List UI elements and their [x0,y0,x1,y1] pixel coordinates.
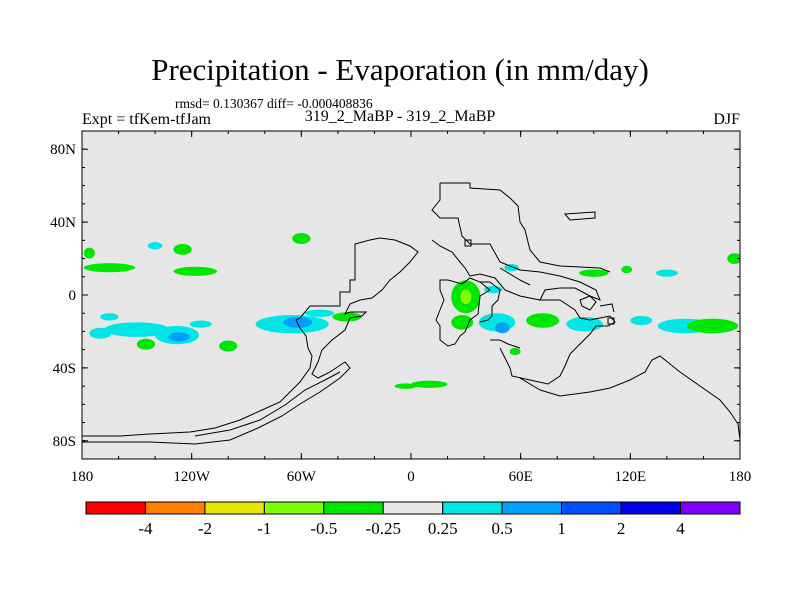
anomaly-region [100,313,119,321]
x-tick-label: 120E [614,469,646,485]
chart-title: Precipitation - Evaporation (in mm/day) [151,52,649,87]
anomaly-region [83,263,136,273]
experiment-label: Expt = tfKem-tfJam [82,111,211,128]
colorbar-swatch [620,501,682,515]
anomaly-region [411,380,448,388]
colorbar-swatch [263,501,325,515]
anomaly-region [304,309,335,317]
plot-background [82,131,740,459]
y-tick-label: 80S [53,434,76,450]
colorbar-label: 4 [676,519,685,538]
anomaly-region [579,269,609,277]
colorbar-swatch [382,501,444,515]
x-tick-label: 60E [509,469,533,485]
coastlines [82,182,740,445]
anomaly-region [526,313,560,328]
anomaly-region [332,312,362,322]
colorbar-swatch [204,501,265,515]
anomaly-region [292,233,311,244]
anomaly-region [83,247,95,259]
anomaly-region [727,253,740,265]
x-tick-label: 180 [729,469,752,485]
colorbar-label: 1 [557,519,566,538]
colorbar-label: -0.25 [366,519,401,538]
x-tick-label: 0 [407,469,415,485]
colorbar-label: -1 [257,519,271,538]
colorbar-swatch [501,501,563,515]
season-label: DJF [713,111,740,128]
y-tick-label: 40S [53,361,76,377]
anomaly-region [219,340,238,352]
anomaly-region [394,383,417,389]
colorbar-swatch [144,501,206,515]
colorbar-label: 0.25 [428,519,458,538]
colorbar-swatch [323,501,384,515]
colorbar-swatch [85,501,146,515]
colorbar-label: -2 [198,519,212,538]
anomaly-region [103,322,170,337]
colorbar-swatch [561,501,622,515]
y-tick-label: 80N [50,142,76,158]
anomaly-region [630,315,653,326]
anomaly-region [504,264,519,272]
x-tick-label: 60W [287,469,317,485]
colorbar-label: 2 [617,519,626,538]
y-tick-label: 40N [50,215,76,231]
anomaly-region [173,266,218,276]
anomaly-region [451,315,474,330]
anomaly-region [655,269,678,277]
stats-text: rmsd= 0.130367 diff= -0.000408836 [175,96,373,111]
colorbar-swatch [442,501,503,515]
anomaly-region [167,332,190,342]
anomaly-region [460,289,472,305]
anomaly-region [173,243,192,255]
y-tick-label: 0 [69,288,77,304]
anomaly-region [495,322,510,334]
x-tick-label: 180 [71,469,94,485]
anomaly-region [621,265,633,274]
colorbar-swatch [680,501,741,515]
anomaly-region [566,316,603,332]
colorbar-label: -0.5 [310,519,337,538]
anomaly-region [189,320,212,328]
anomaly-region [686,318,739,334]
anomaly-region [147,242,163,250]
colorbar-label: -4 [138,519,153,538]
comparison-label: 319_2_MaBP - 319_2_MaBP [304,108,496,125]
anomaly-region [509,347,521,356]
colorbar-label: 0.5 [492,519,513,538]
x-tick-label: 120W [173,469,211,485]
anomaly-region [136,338,156,350]
